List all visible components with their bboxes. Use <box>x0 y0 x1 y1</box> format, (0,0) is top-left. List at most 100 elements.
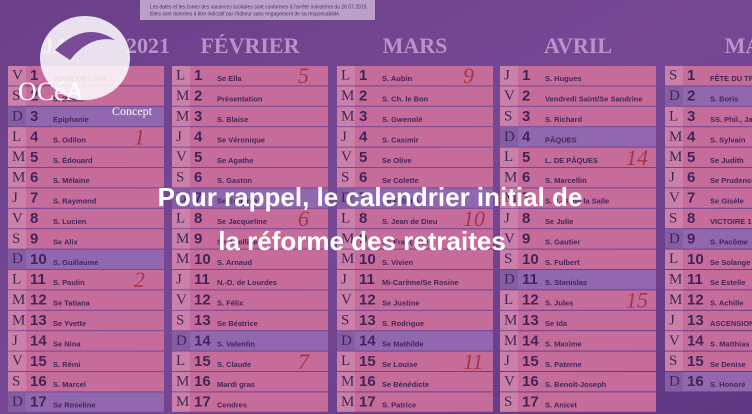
day-letter: S <box>504 251 512 267</box>
day-saint: S. Odilon <box>53 135 86 144</box>
day-number: 1 <box>194 67 202 84</box>
day-letter: L <box>341 353 350 369</box>
day-letter-cell <box>500 66 518 86</box>
day-saint: S. Boris <box>710 95 738 104</box>
day-number: 11 <box>30 271 46 288</box>
day-row <box>500 310 656 331</box>
day-number: 9 <box>359 230 367 247</box>
day-letter-cell <box>8 86 26 106</box>
day-letter: L <box>341 210 350 226</box>
day-letter-cell <box>337 290 355 310</box>
day-letter: L <box>12 272 21 288</box>
day-letter: M <box>504 333 517 349</box>
day-row <box>500 127 656 147</box>
day-row <box>665 229 752 249</box>
day-row <box>172 392 328 412</box>
day-letter-cell <box>337 86 355 106</box>
day-letter-cell <box>500 106 518 127</box>
day-letter-cell <box>172 66 190 86</box>
day-number: 5 <box>30 149 38 166</box>
day-number: 10 <box>522 251 539 268</box>
day-saint: Se Françoise <box>382 237 429 246</box>
day-letter: M <box>669 129 682 145</box>
week-number: 2 <box>134 267 145 292</box>
day-row <box>500 290 656 310</box>
day-letter-cell <box>172 310 190 331</box>
day-letter-cell <box>8 188 26 208</box>
day-saint: Mardi gras <box>217 380 255 389</box>
day-letter-cell <box>337 392 355 412</box>
day-saint: Cendres <box>217 401 247 410</box>
day-saint: Se Jacqueline <box>217 217 267 226</box>
day-saint: S. Paterne <box>545 360 582 369</box>
day-letter: D <box>12 108 23 124</box>
day-letter: D <box>341 190 352 206</box>
day-letter-cell <box>337 270 355 290</box>
day-row <box>337 168 493 188</box>
day-number: 4 <box>359 128 368 145</box>
day-row <box>172 188 328 208</box>
day-letter-cell <box>8 208 26 229</box>
day-row <box>172 106 328 127</box>
day-letter-cell <box>8 127 26 147</box>
day-number: 3 <box>30 108 38 125</box>
day-letter-cell <box>500 249 518 269</box>
day-letter: L <box>669 108 678 124</box>
day-row <box>500 392 656 412</box>
day-letter: V <box>12 68 23 84</box>
day-number: 17 <box>359 394 376 411</box>
day-number: 6 <box>522 169 530 186</box>
day-number: 2 <box>30 88 38 105</box>
day-saint: Se Julie <box>545 217 573 226</box>
day-number: 10 <box>30 251 47 268</box>
day-row <box>172 127 328 147</box>
day-saint: Se Roseline <box>53 401 96 410</box>
day-letter: M <box>341 231 354 247</box>
day-letter-cell <box>337 229 355 249</box>
day-row <box>337 310 493 331</box>
day-row <box>8 392 164 412</box>
day-saint: Se Mathilde <box>382 339 424 348</box>
day-number: 13 <box>687 312 704 329</box>
day-number: 11 <box>522 271 538 288</box>
day-number: 2 <box>687 88 695 105</box>
day-letter: M <box>12 170 25 186</box>
day-letter-cell <box>500 86 518 106</box>
day-letter-cell <box>8 270 26 290</box>
day-letter: S <box>341 312 349 328</box>
day-letter-cell <box>337 66 355 86</box>
day-letter-cell <box>337 331 355 351</box>
day-letter: D <box>176 190 187 206</box>
day-letter: D <box>341 333 352 349</box>
logo-tagline: Concept <box>112 104 153 118</box>
day-row <box>172 168 328 188</box>
day-row <box>337 229 493 249</box>
day-saint: Se Agathe <box>217 156 253 165</box>
day-saint: S. Hugues <box>545 74 582 83</box>
day-saint: S. Patrice <box>382 401 416 410</box>
day-letter: M <box>176 251 189 267</box>
day-letter-cell <box>665 249 683 269</box>
week-number: 7 <box>298 349 310 374</box>
day-saint: Se Denise <box>710 360 746 369</box>
day-row <box>8 147 164 167</box>
day-letter: L <box>504 292 513 308</box>
day-letter-cell <box>665 372 683 392</box>
day-saint: S. Édouard <box>53 156 93 165</box>
logo: OCéA Concept <box>18 16 153 118</box>
day-letter-cell <box>172 208 190 229</box>
day-number: 5 <box>522 149 530 166</box>
day-number: 4 <box>522 128 531 145</box>
day-letter: L <box>176 210 185 226</box>
day-letter: J <box>504 353 510 369</box>
day-letter-cell <box>8 310 26 331</box>
day-number: 9 <box>30 230 38 247</box>
day-letter: M <box>341 374 354 390</box>
day-letter-cell <box>500 270 518 290</box>
day-number: 7 <box>522 190 530 207</box>
day-letter-cell <box>8 372 26 392</box>
day-letter-cell <box>500 127 518 147</box>
day-letter-cell <box>8 229 26 249</box>
day-row <box>172 229 328 249</box>
